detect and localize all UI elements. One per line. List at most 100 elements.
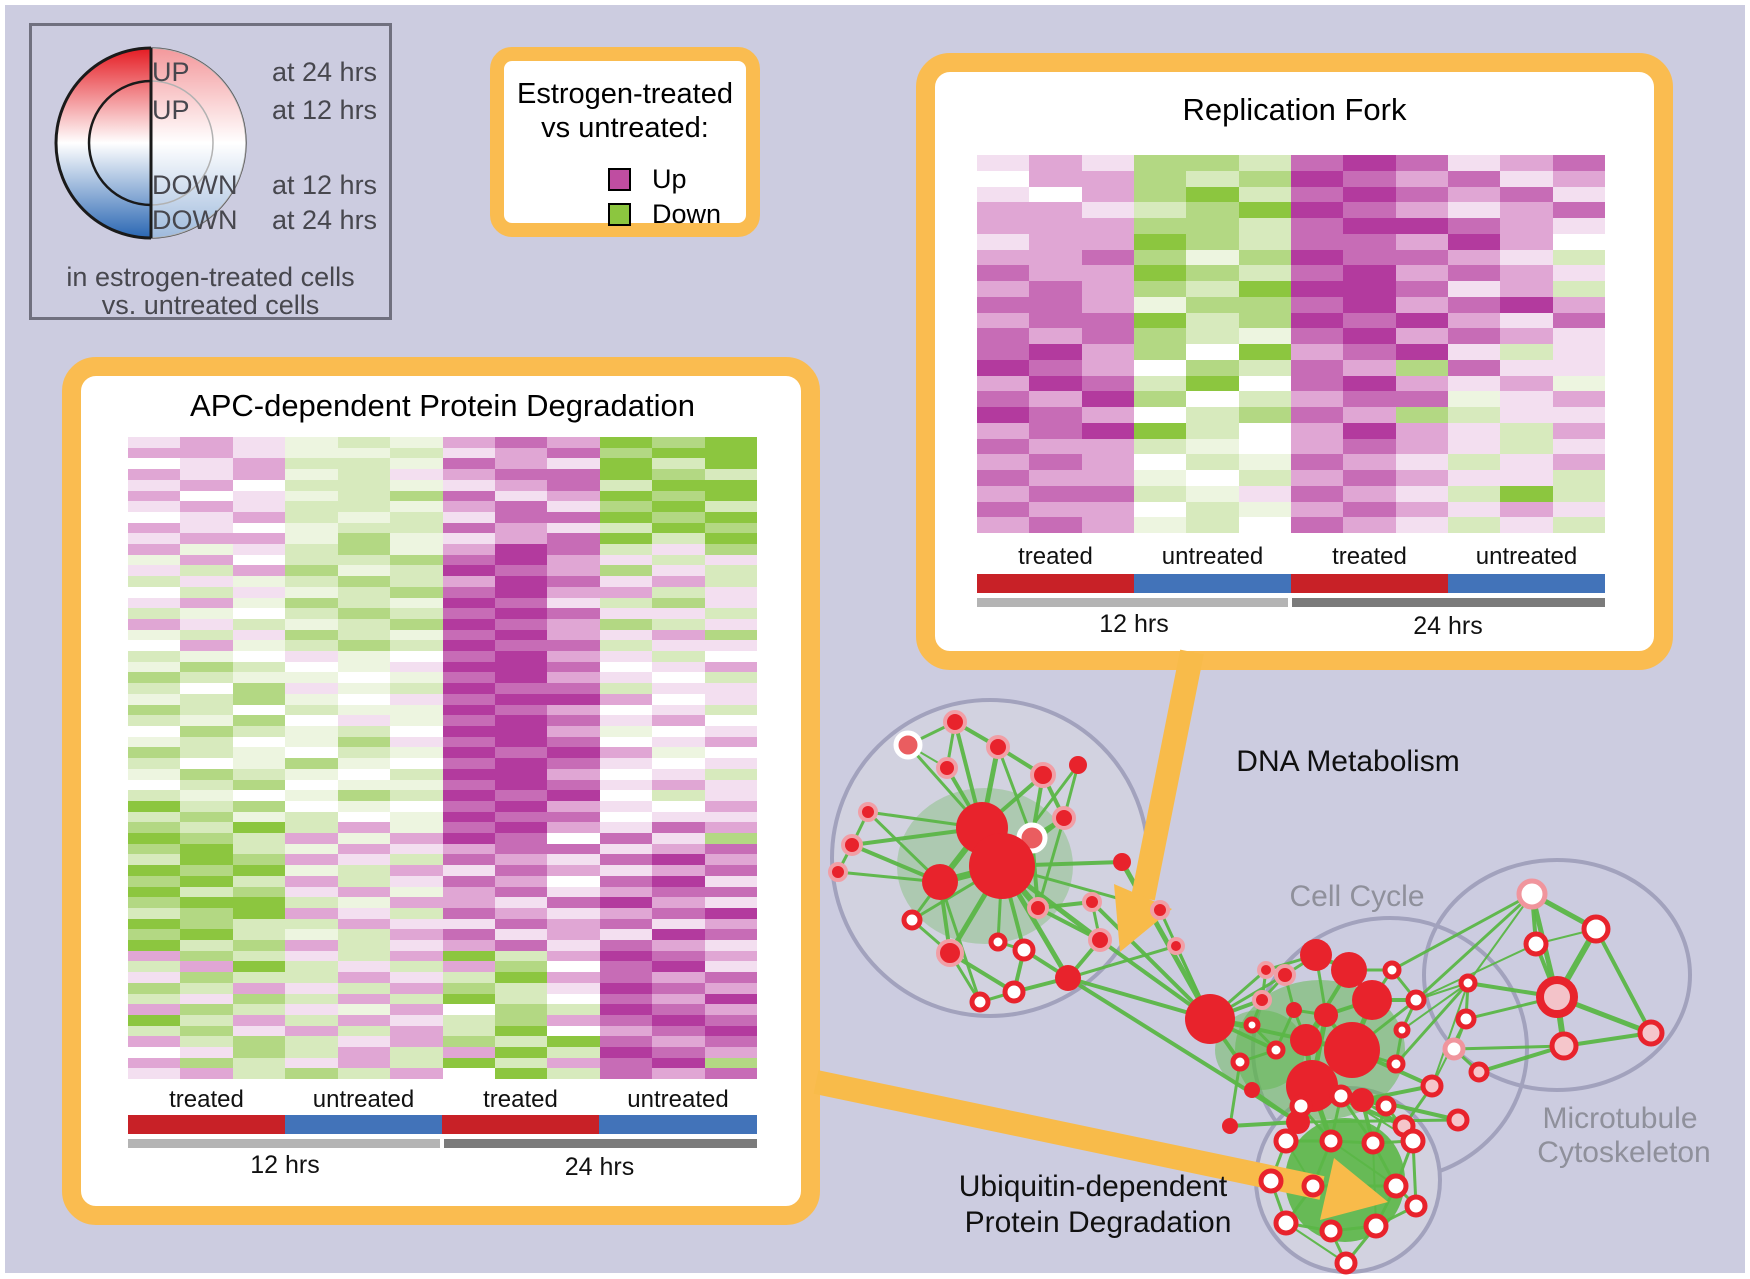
heatmap-cell <box>599 768 653 780</box>
heatmap-cell <box>599 747 653 759</box>
heatmap-cell <box>128 800 181 812</box>
heatmap-cell <box>1552 470 1605 486</box>
heatmap-cell <box>1081 155 1134 171</box>
gene-node <box>1581 914 1611 944</box>
heatmap-cell <box>977 344 1030 360</box>
heatmap-cell <box>232 929 286 941</box>
heatmap-cell <box>1395 517 1448 533</box>
heatmap-cell <box>442 576 495 587</box>
heatmap-cell <box>232 586 286 598</box>
heatmap-cell <box>285 1068 338 1080</box>
network-edge <box>1090 900 1212 1021</box>
heatmap-cell <box>180 800 233 812</box>
ring-up-24-word: UP <box>152 57 190 87</box>
heatmap-cell <box>599 522 653 534</box>
heatmap-cell <box>1552 375 1605 392</box>
ring-down-12-time: at 12 hrs <box>272 170 378 200</box>
cell-cycle-label: Cell Cycle <box>1289 880 1424 913</box>
heatmap-row <box>128 940 757 951</box>
heatmap-cell <box>1395 485 1448 502</box>
heatmap-cell <box>1186 249 1239 266</box>
heatmap-cell <box>1500 202 1553 218</box>
heatmap-cell <box>1343 265 1396 281</box>
heatmap-cell <box>390 1004 443 1015</box>
heatmap-cell <box>1290 218 1344 234</box>
heatmap-cell <box>337 875 391 887</box>
heatmap-row <box>977 170 1605 187</box>
heatmap-cell <box>180 993 233 1005</box>
heatmap-cell <box>494 811 548 823</box>
heatmap-cell <box>704 522 757 534</box>
heatmap-cell <box>180 704 233 716</box>
heatmap-cell <box>390 469 443 480</box>
heatmap-cell <box>1186 517 1239 533</box>
heatmap-cell <box>390 554 443 566</box>
heatmap-cell <box>1029 296 1082 313</box>
heatmap-cell <box>337 1025 391 1037</box>
heatmap-cell <box>1290 485 1344 502</box>
heatmap-cell <box>547 811 600 823</box>
heatmap-cell <box>1500 218 1553 234</box>
gene-node <box>1185 994 1235 1044</box>
heatmap-cell <box>652 629 705 641</box>
heatmap-cell <box>599 1025 653 1037</box>
heatmap-cell <box>1081 517 1134 533</box>
rf-group-untreated-12: untreated <box>1161 543 1264 570</box>
heatmap-cell <box>390 929 443 941</box>
heatmap-cell <box>180 897 233 908</box>
heatmap-cell <box>977 407 1030 423</box>
heatmap-cell <box>1290 391 1344 407</box>
heatmap-cell <box>128 576 181 587</box>
heatmap-cell <box>652 447 705 459</box>
heatmap-cell <box>977 485 1030 502</box>
heatmap-row <box>128 640 757 652</box>
down-label: Down <box>652 199 722 229</box>
heatmap-row <box>128 533 757 545</box>
heatmap-cell <box>285 608 338 619</box>
heatmap-cell <box>652 779 705 791</box>
heatmap-cell <box>652 747 705 759</box>
heatmap-cell <box>704 950 757 962</box>
heatmap-cell <box>704 533 757 545</box>
heatmap-cell <box>285 533 338 545</box>
heatmap-cell <box>1186 296 1239 313</box>
updown-ring-diagram <box>54 46 247 240</box>
estrogen-legend-title1: Estrogen-treated <box>516 78 733 110</box>
heatmap-cell <box>1552 170 1605 187</box>
heatmap-cell <box>1395 422 1448 439</box>
heatmap-cell <box>704 672 757 684</box>
heatmap-cell <box>337 768 391 780</box>
heatmap-cell <box>337 993 391 1005</box>
heatmap-cell <box>599 929 653 941</box>
heatmap-row <box>128 790 757 801</box>
heatmap-cell <box>285 886 338 898</box>
heatmap-cell <box>442 982 495 994</box>
heatmap-cell <box>599 469 653 480</box>
heatmap-cell <box>1186 233 1239 250</box>
heatmap-cell <box>1500 359 1553 376</box>
heatmap-cell <box>1447 170 1501 187</box>
heatmap-cell <box>285 576 338 587</box>
heatmap-cell <box>285 458 338 470</box>
heatmap-cell <box>704 704 757 716</box>
heatmap-cell <box>285 982 338 994</box>
heatmap-cell <box>1290 375 1344 392</box>
heatmap-cell <box>442 811 495 823</box>
heatmap-cell <box>180 511 233 523</box>
heatmap-cell <box>494 822 548 834</box>
gene-node <box>1549 1031 1579 1061</box>
gene-node <box>1244 1082 1260 1098</box>
apc-group-untreated-12: untreated <box>312 1086 415 1113</box>
heatmap-cell <box>1238 281 1291 297</box>
heatmap-cell <box>128 897 181 908</box>
heatmap-cell <box>180 918 233 930</box>
heatmap-cell <box>1081 218 1134 234</box>
heatmap-cell <box>128 437 181 448</box>
heatmap-cell <box>1186 501 1239 518</box>
gene-node <box>1230 1052 1250 1072</box>
heatmap-cell <box>390 511 443 523</box>
heatmap-cell <box>1343 296 1396 313</box>
heatmap-cell <box>390 693 443 705</box>
heatmap-cell <box>652 1014 705 1026</box>
heatmap-cell <box>232 597 286 609</box>
